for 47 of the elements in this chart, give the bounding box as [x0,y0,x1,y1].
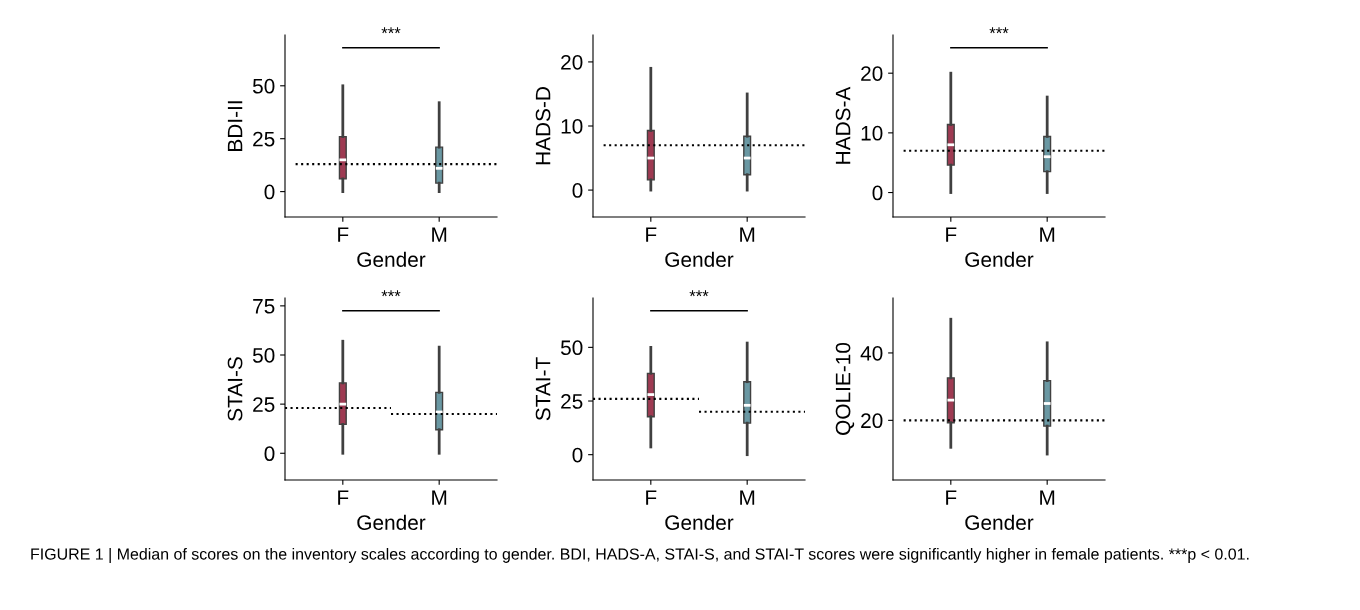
y-tick-label: 20 [861,413,883,429]
y-tick-label: 25 [253,131,275,147]
x-tick-label: F [338,490,349,505]
y-tick-label: 25 [561,394,583,409]
y-tick-label: 50 [252,348,275,363]
x-axis-title: Gender [965,514,1034,530]
y-tick-label: 50 [560,340,583,356]
y-tick-label: 0 [572,183,583,198]
x-axis-title: Gender [665,514,734,530]
text: *** [989,27,1009,34]
y-tick-label: 0 [572,447,583,463]
x-axis-title: Gender [357,514,426,530]
y-tick-label: 20 [561,54,583,70]
y-tick-label: 0 [264,184,275,200]
y-axis-title: QOLIE-10 [835,342,855,435]
y-axis-title: BDI-II [227,101,243,151]
y-tick-label: 0 [264,446,275,462]
x-tick-label: F [946,227,957,242]
x-axis-title: Gender [665,251,734,267]
x-tick-label: M [740,227,755,242]
x-axis-title: Gender [965,251,1034,267]
y-axis-title: STAI-T [535,357,551,421]
y-tick-label: 25 [253,397,275,412]
x-tick-label: F [646,490,657,505]
x-axis-title: Gender [357,251,426,267]
text: *** [689,290,709,297]
x-tick-label: M [1040,490,1055,505]
x-tick-label: F [946,490,957,505]
y-tick-label: 50 [252,78,275,94]
y-tick-label: 10 [861,125,883,141]
text: *** [381,290,401,297]
x-tick-label: M [432,227,447,242]
y-tick-label: 0 [872,185,883,201]
y-tick-label: 75 [253,299,275,314]
y-axis-title: STAI-S [227,357,243,421]
y-tick-label: 10 [561,119,583,134]
x-tick-label: F [338,227,349,242]
y-tick-label: 20 [861,66,883,81]
text: *** [381,27,401,34]
y-axis-title: HADS-A [835,86,851,164]
x-tick-label: F [646,227,657,242]
text: FIGURE 1 | Median of scores on the inventory scales according to gender. BDI, HADS-A, STAI-S, and STAI-T scores were significantly higher in female patients. ***p < 0.01. [31,548,1249,563]
x-tick-label: M [740,490,755,505]
y-tick-label: 40 [860,345,883,361]
x-tick-label: M [1040,227,1055,242]
x-tick-label: M [432,490,447,505]
y-axis-title: HADS-D [535,87,551,165]
